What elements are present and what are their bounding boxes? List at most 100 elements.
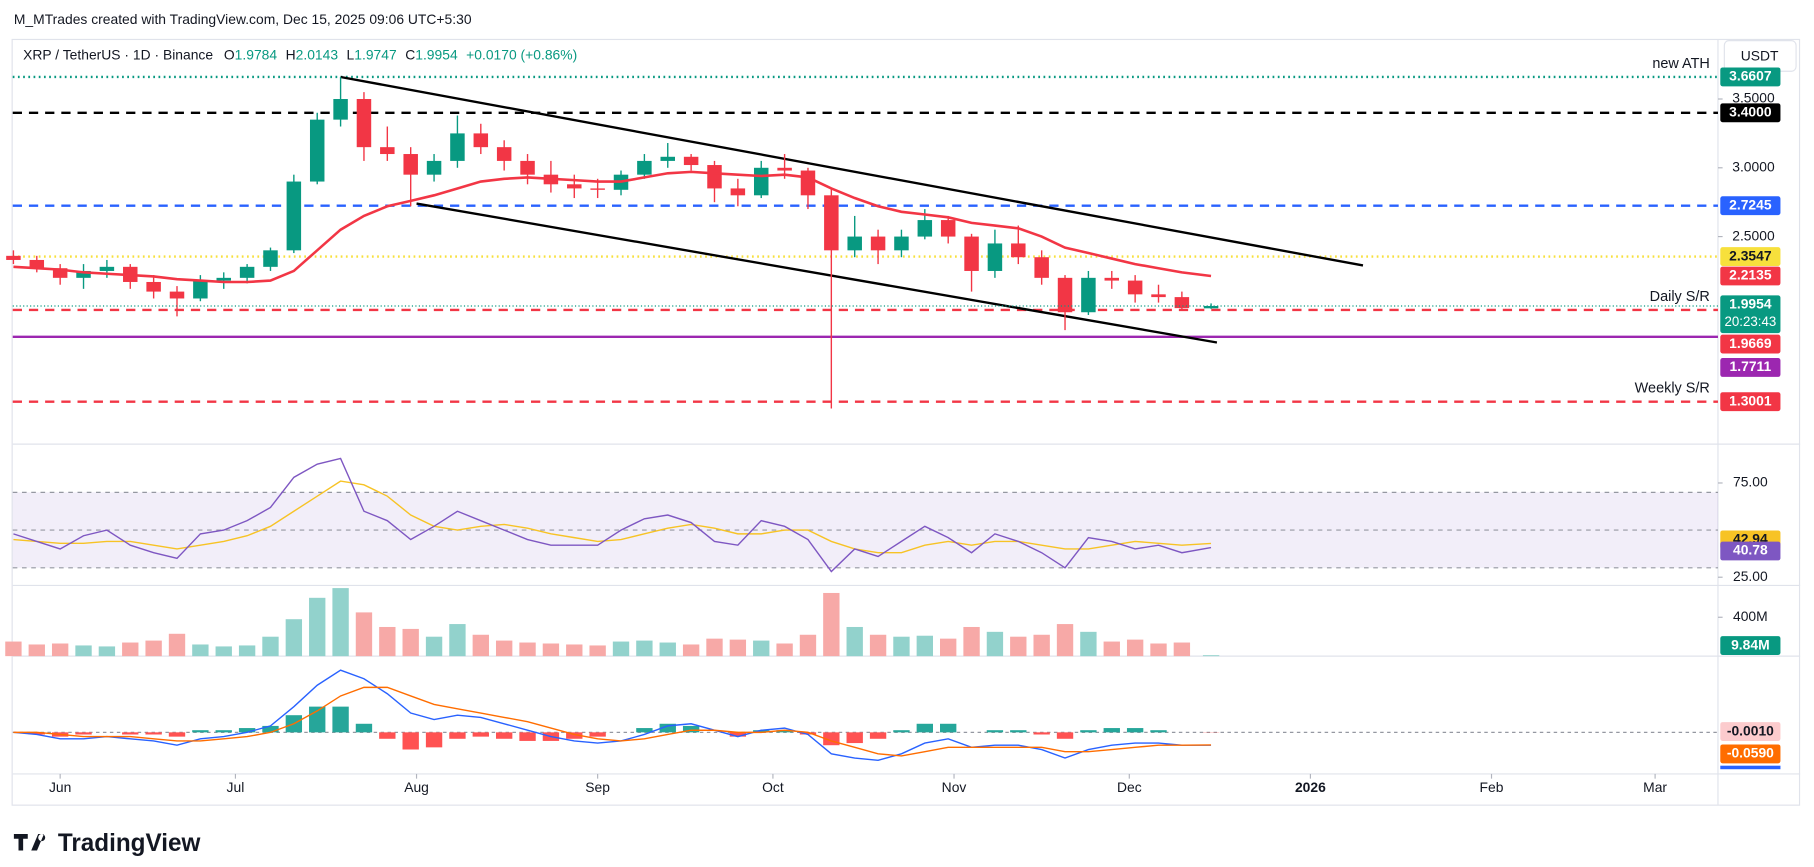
macd-histogram-bar [472, 732, 489, 737]
candle-body [940, 220, 956, 237]
volume-bar [1173, 642, 1191, 657]
macd-histogram-bar [940, 723, 957, 733]
rsi-ma [13, 480, 1212, 554]
candle-body [707, 165, 722, 189]
candle-body [894, 236, 909, 251]
volume-bar [472, 634, 489, 657]
macd-histogram-bar [1056, 732, 1074, 739]
macd-histogram-bar [869, 732, 887, 739]
volume-bar [215, 646, 232, 657]
open-value: 1.9784 [235, 46, 278, 62]
ma-tag-box [1720, 266, 1781, 286]
candle-body [590, 188, 605, 190]
volume-bar [776, 643, 793, 657]
candle-body [496, 147, 512, 161]
macd-histogram-bar [1126, 728, 1144, 733]
volume-tick-label: 400M [1733, 608, 1768, 624]
volume-bar [192, 644, 209, 657]
y-tick-label: 2.5000 [1732, 227, 1775, 243]
x-tick-label: Sep [585, 779, 610, 795]
volume-bar [168, 633, 186, 657]
macd-histogram-bar [402, 732, 419, 750]
volume-bar [1126, 639, 1144, 657]
macd-histogram-bar [519, 732, 536, 741]
volume-bar [145, 640, 162, 657]
candle-body [730, 188, 746, 196]
rsi-tick-label: 25.00 [1733, 568, 1768, 584]
candle-body [403, 154, 418, 175]
logo: TradingView [13, 830, 201, 857]
volume-bar [285, 619, 303, 657]
macd-tag-edge [1720, 765, 1781, 770]
candle-body [567, 184, 582, 189]
ma-tag: 2.2135 [1729, 267, 1772, 283]
macd-histogram-bar [379, 732, 396, 739]
candle-body [52, 268, 68, 278]
level-tag-box [1720, 392, 1781, 412]
macd-line [13, 669, 1212, 761]
volume-bar [636, 640, 653, 657]
currency[interactable]: USDT [1741, 47, 1779, 63]
candle-body [777, 167, 792, 171]
volume-bar [986, 631, 1004, 657]
x-tick-label: 2026 [1295, 779, 1326, 795]
macd-histogram-bar [425, 732, 443, 748]
candle-body [29, 259, 45, 269]
macd-histogram-bar [776, 730, 793, 733]
volume-bar [1202, 655, 1220, 657]
y-tick-label: 3.0000 [1732, 158, 1775, 174]
macd-histogram-bar [192, 730, 209, 733]
candle-body [380, 147, 395, 155]
candle-body [239, 266, 255, 278]
macd-histogram-bar [1010, 730, 1027, 733]
macd-histogram-bar [262, 725, 279, 733]
macd-histogram-bar [75, 732, 92, 735]
logo-text: TradingView [58, 830, 201, 857]
volume-bar [28, 644, 45, 657]
volume-bar [355, 612, 373, 657]
symbol: XRP / TetherUS · 1D · Binance [23, 46, 213, 62]
volume-bar [98, 646, 116, 657]
macd-histogram-bar [1080, 730, 1097, 733]
volume-bar [75, 645, 92, 657]
volume-bar [402, 628, 419, 657]
macd-histogram-bar [893, 730, 910, 733]
y-tick-label: 3.5000 [1732, 90, 1775, 106]
level-tag-box [1720, 196, 1781, 216]
macd-histogram-bar [659, 723, 676, 733]
x-tick-label: Nov [942, 779, 967, 795]
volume-bar [1080, 631, 1097, 657]
level-tag-box [1720, 247, 1781, 266]
ohlc-letter: L [347, 46, 355, 62]
x-tick-label: Dec [1117, 779, 1142, 795]
macd-histogram-bar [1150, 730, 1167, 733]
x-tick-label: Oct [762, 779, 784, 795]
volume-bar [309, 597, 326, 657]
level-tag-box [1720, 334, 1781, 354]
moving-average [13, 170, 1212, 284]
volume-bar [659, 642, 676, 657]
volume-bar [1103, 641, 1120, 657]
signal-tag-box [1720, 744, 1781, 764]
logo-mark [13, 834, 46, 851]
trendline [340, 75, 1364, 267]
candle-body [216, 277, 231, 281]
macd-histogram-bar [355, 723, 373, 733]
level-tag: 1.9669 [1729, 335, 1772, 351]
macd-histogram-bar [589, 732, 606, 737]
signal-line [13, 686, 1212, 757]
close-value: 1.9954 [415, 46, 458, 62]
candle-body [1151, 294, 1166, 298]
ohlc-letter: O [224, 46, 235, 62]
candle-body [263, 250, 278, 267]
candle-body [6, 255, 21, 260]
volume-bar [519, 642, 536, 657]
candle-body [1174, 297, 1190, 309]
rsi-tag-box [1720, 541, 1781, 561]
level-tag-box [1720, 358, 1781, 377]
macd-histogram-bar [145, 732, 162, 735]
change: +0.0170 (+0.86%) [466, 46, 577, 62]
candle-body [917, 220, 933, 237]
x-tick-label: Feb [1480, 779, 1504, 795]
